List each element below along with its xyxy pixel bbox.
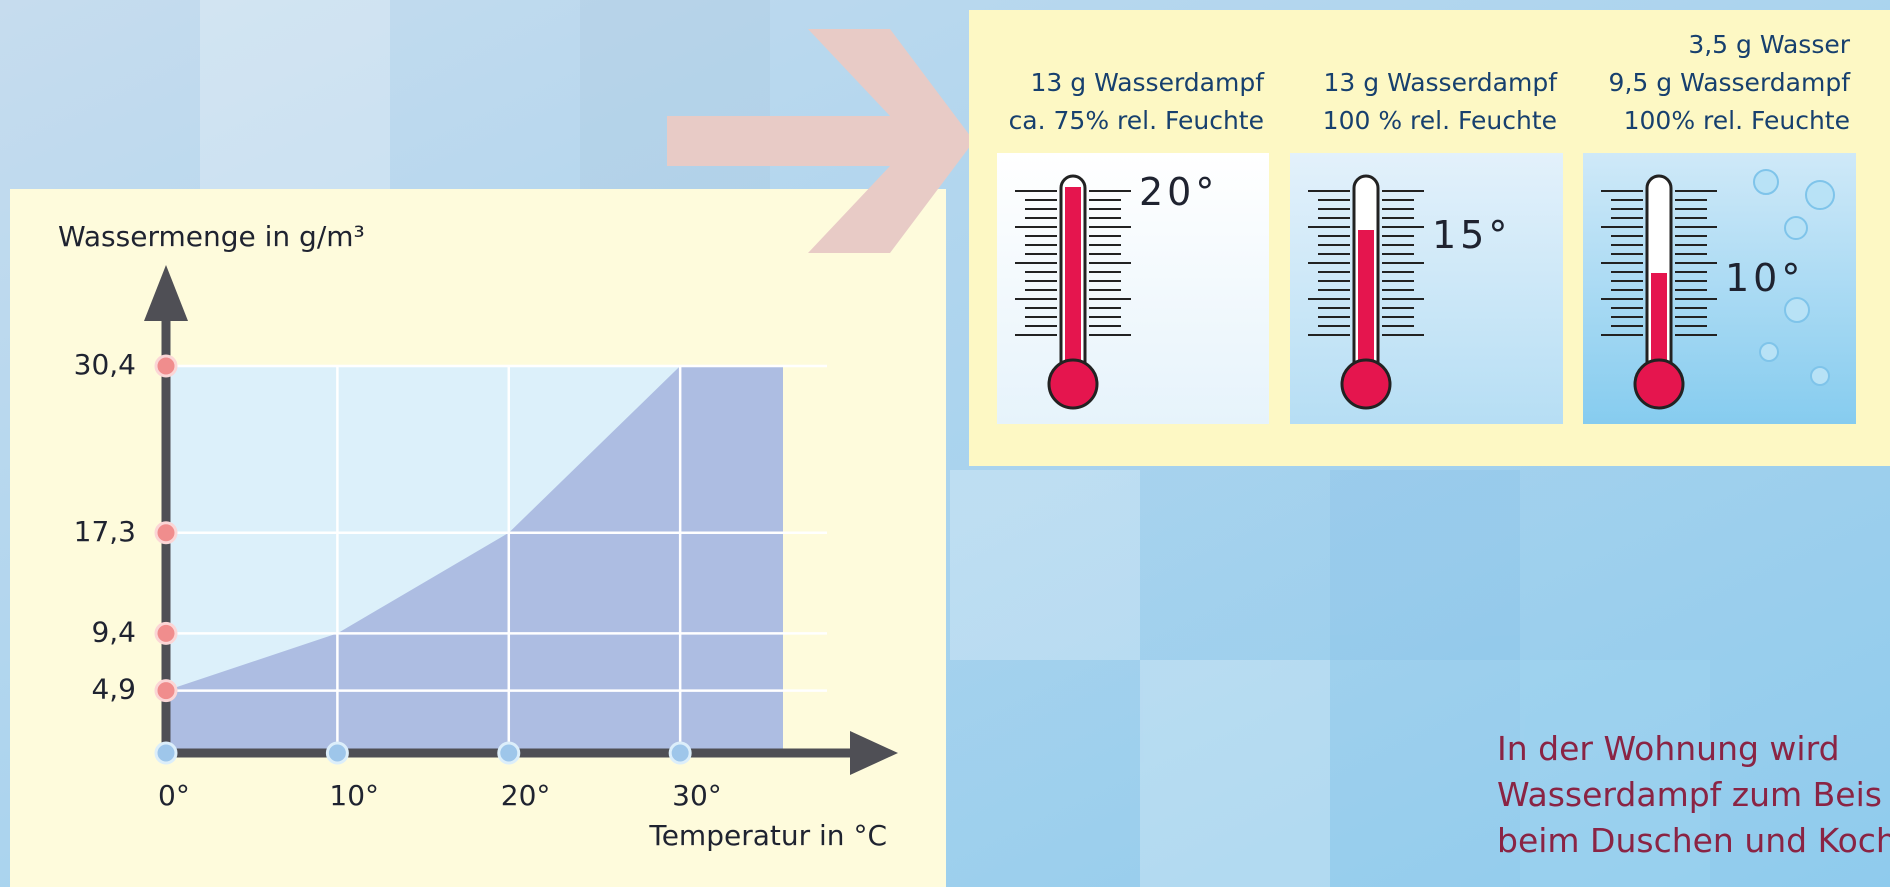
y-tick-label: 4,9: [91, 673, 136, 706]
y-tick-marker: [154, 354, 178, 378]
temperature-label: 10°: [1725, 256, 1804, 300]
mercury: [1651, 273, 1667, 375]
arrow: [667, 29, 974, 253]
x-tick-label: 30°: [672, 779, 722, 812]
note: In der Wohnung wird Wasserdampf zum Beis…: [1497, 729, 1890, 860]
bulb: [1047, 358, 1099, 410]
mercury: [1065, 187, 1081, 375]
drops: [1753, 169, 1835, 386]
caption-line: ca. 75% rel. Feuchte: [1009, 106, 1264, 135]
thermo-box: [997, 153, 1269, 424]
thermo-box: [1290, 153, 1563, 424]
x-tick-marker: [668, 741, 692, 765]
x-tick-marker: [497, 741, 521, 765]
tiles: [200, 0, 1710, 887]
x-tick-label: 20°: [501, 779, 551, 812]
thermometer: 20°: [1015, 170, 1218, 410]
temperature-label: 20°: [1139, 170, 1218, 214]
thermometer: 10°: [1601, 174, 1804, 410]
y-axis-arrow: [144, 265, 188, 321]
caption-line: 3,5 g Wasser: [1688, 30, 1850, 59]
caption-line: 9,5 g Wasserdampf: [1609, 68, 1852, 97]
x-tick-label: 10°: [329, 779, 379, 812]
y-tick-marker: [154, 521, 178, 545]
area: [166, 366, 681, 753]
caption-line: 13 g Wasserdampf: [1031, 68, 1266, 97]
x-axis-label: Temperatur in °C: [648, 819, 887, 852]
caption-line: 13 g Wasserdampf: [1324, 68, 1559, 97]
bulb: [1340, 358, 1392, 410]
x-tick-label: 0°: [158, 779, 190, 812]
note-line: In der Wohnung wird: [1497, 729, 1840, 768]
note-line: Wasserdampf zum Beis: [1497, 775, 1882, 814]
mercury: [1358, 230, 1374, 375]
caption-line: 100 % rel. Feuchte: [1323, 106, 1557, 135]
area-plateau: [680, 366, 783, 753]
y-axis-label: Wassermenge in g/m³: [58, 220, 365, 253]
temperature-label: 15°: [1432, 213, 1511, 257]
caption-line: 100% rel. Feuchte: [1624, 106, 1850, 135]
y-tick-label: 30,4: [74, 348, 136, 381]
y-tick-label: 9,4: [91, 615, 136, 648]
x-axis-arrow: [850, 731, 898, 775]
thermometer: 15°: [1308, 174, 1511, 410]
y-tick-marker: [154, 621, 178, 645]
x-tick-marker: [325, 741, 349, 765]
bulb: [1633, 358, 1685, 410]
note-line: beim Duschen und Koch: [1497, 821, 1890, 860]
y-tick-label: 17,3: [74, 515, 136, 548]
x-tick-marker: [154, 741, 178, 765]
y-tick-marker: [154, 679, 178, 703]
